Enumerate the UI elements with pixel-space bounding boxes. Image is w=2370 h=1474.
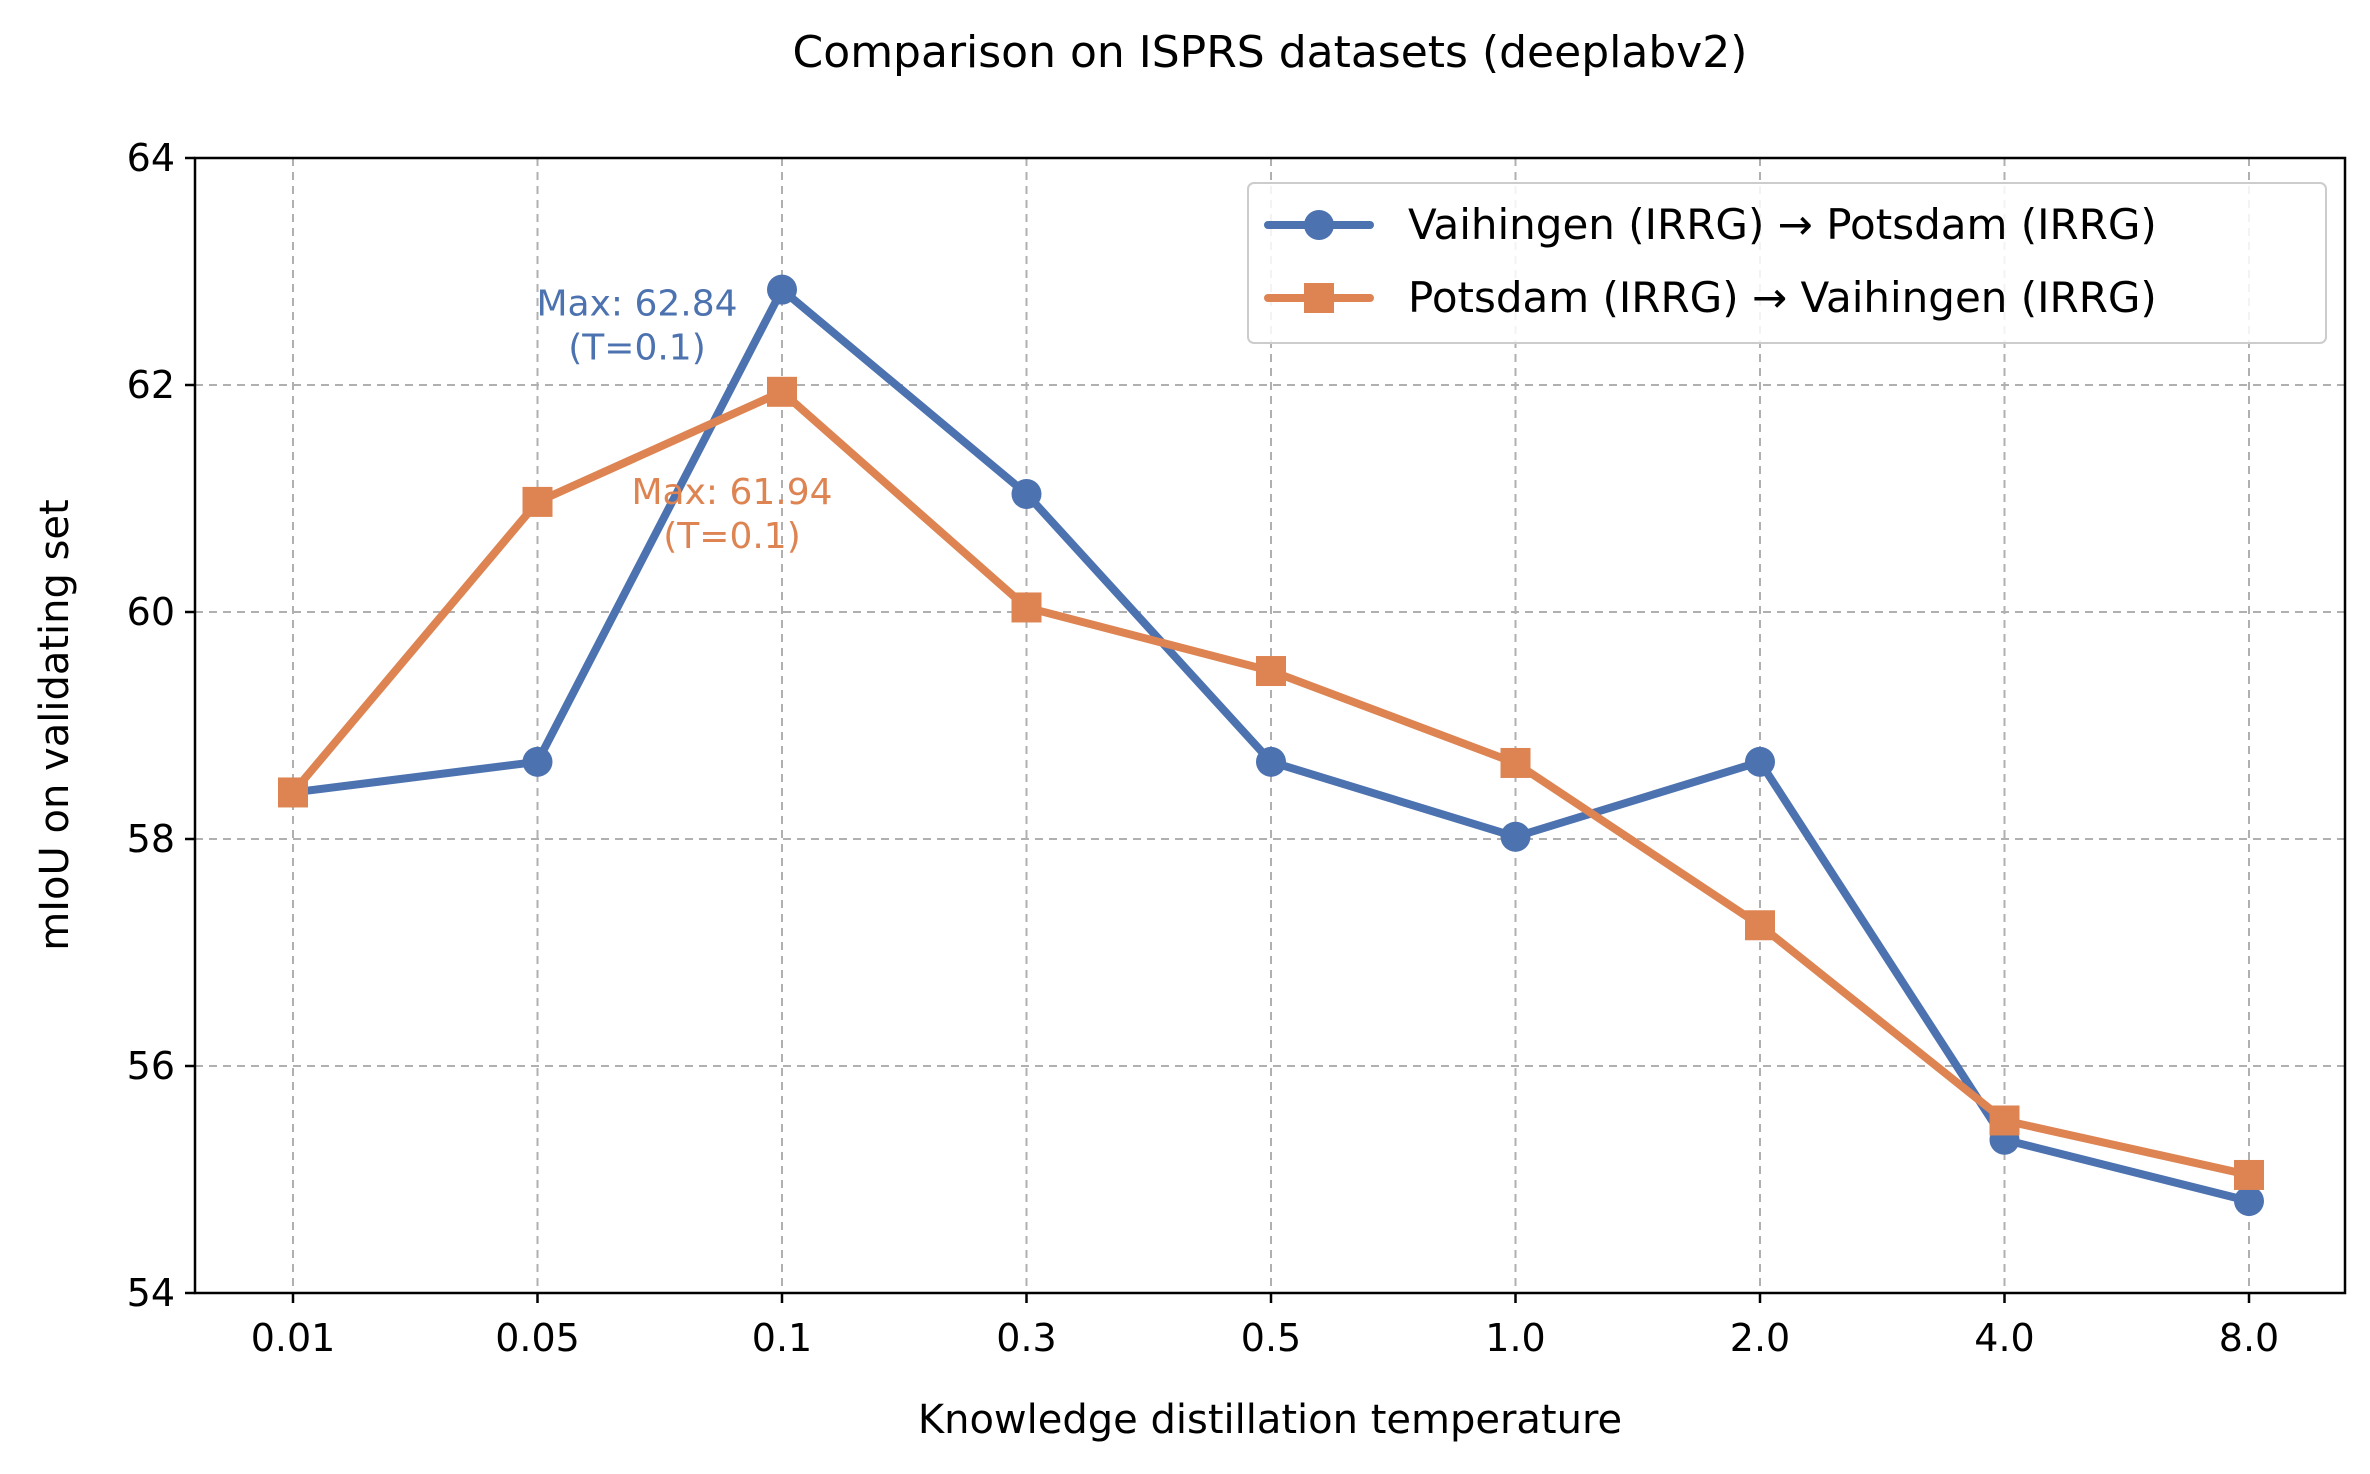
y-axis-label: mIoU on validating set	[32, 499, 78, 950]
legend-box	[1247, 182, 2327, 344]
y-tick-label: 62	[127, 363, 175, 407]
x-tick-label: 0.05	[495, 1316, 580, 1360]
series-2-point	[767, 376, 797, 407]
x-tick-label: 0.01	[251, 1316, 336, 1360]
series-2-point	[2234, 1159, 2264, 1190]
series-1-point	[1500, 821, 1531, 852]
series-1-point	[522, 746, 553, 777]
max-annotation-sublabel: (T=0.1)	[568, 328, 706, 369]
legend-label: Potsdam (IRRG) → Vaihingen (IRRG)	[1408, 273, 2157, 322]
x-tick-label: 0.5	[1241, 1316, 1301, 1360]
legend-marker-circle	[1304, 210, 1334, 240]
series-1-point	[1745, 746, 1775, 777]
annotations: Max: 62.84(T=0.1)Max: 61.94(T=0.1)	[536, 284, 832, 557]
y-tick-label: 64	[127, 136, 175, 180]
series-2-point	[278, 777, 308, 808]
x-tick-label: 0.1	[752, 1316, 812, 1360]
series-2-point	[522, 486, 553, 517]
x-tick-label: 2.0	[1730, 1316, 1790, 1360]
legend-label: Vaihingen (IRRG) → Potsdam (IRRG)	[1408, 200, 2157, 249]
max-annotation-label: Max: 62.84	[536, 284, 737, 325]
series-2-point	[1745, 910, 1775, 941]
y-tick-label: 56	[127, 1044, 175, 1088]
series-2-point	[1256, 656, 1286, 687]
series-1-point	[1256, 746, 1286, 777]
x-tick-label: 0.3	[996, 1316, 1056, 1360]
x-tick-label: 8.0	[2219, 1316, 2279, 1360]
grid-lines	[195, 157, 2345, 1294]
chart-title: Comparison on ISPRS datasets (deeplabv2)	[793, 27, 1748, 78]
y-tick-label: 58	[127, 817, 175, 861]
x-tick-label: 1.0	[1485, 1316, 1545, 1360]
legend-marker-square	[1304, 283, 1334, 313]
x-axis-label: Knowledge distillation temperature	[918, 1397, 1622, 1443]
max-annotation-sublabel: (T=0.1)	[663, 516, 801, 557]
series-1-point	[2234, 1186, 2264, 1217]
series-layer	[278, 274, 2264, 1217]
y-tick-label: 60	[127, 590, 175, 634]
series-2-point	[1011, 592, 1042, 623]
y-tick-label: 54	[127, 1271, 175, 1315]
series-1-point	[1011, 478, 1042, 509]
max-annotation-label: Max: 61.94	[631, 472, 832, 513]
series-2-point	[1500, 747, 1531, 778]
legend: Vaihingen (IRRG) → Potsdam (IRRG) Potsdam…	[1247, 182, 2327, 344]
series-2-point	[1989, 1105, 2020, 1136]
x-tick-label: 4.0	[1974, 1316, 2034, 1360]
axes: 0.01 0.05 0.1 0.3 0.5 1.0 2.0 4.0 8.0 54 56 58 60 62 6…	[127, 136, 2280, 1360]
series-1-point	[767, 274, 797, 305]
